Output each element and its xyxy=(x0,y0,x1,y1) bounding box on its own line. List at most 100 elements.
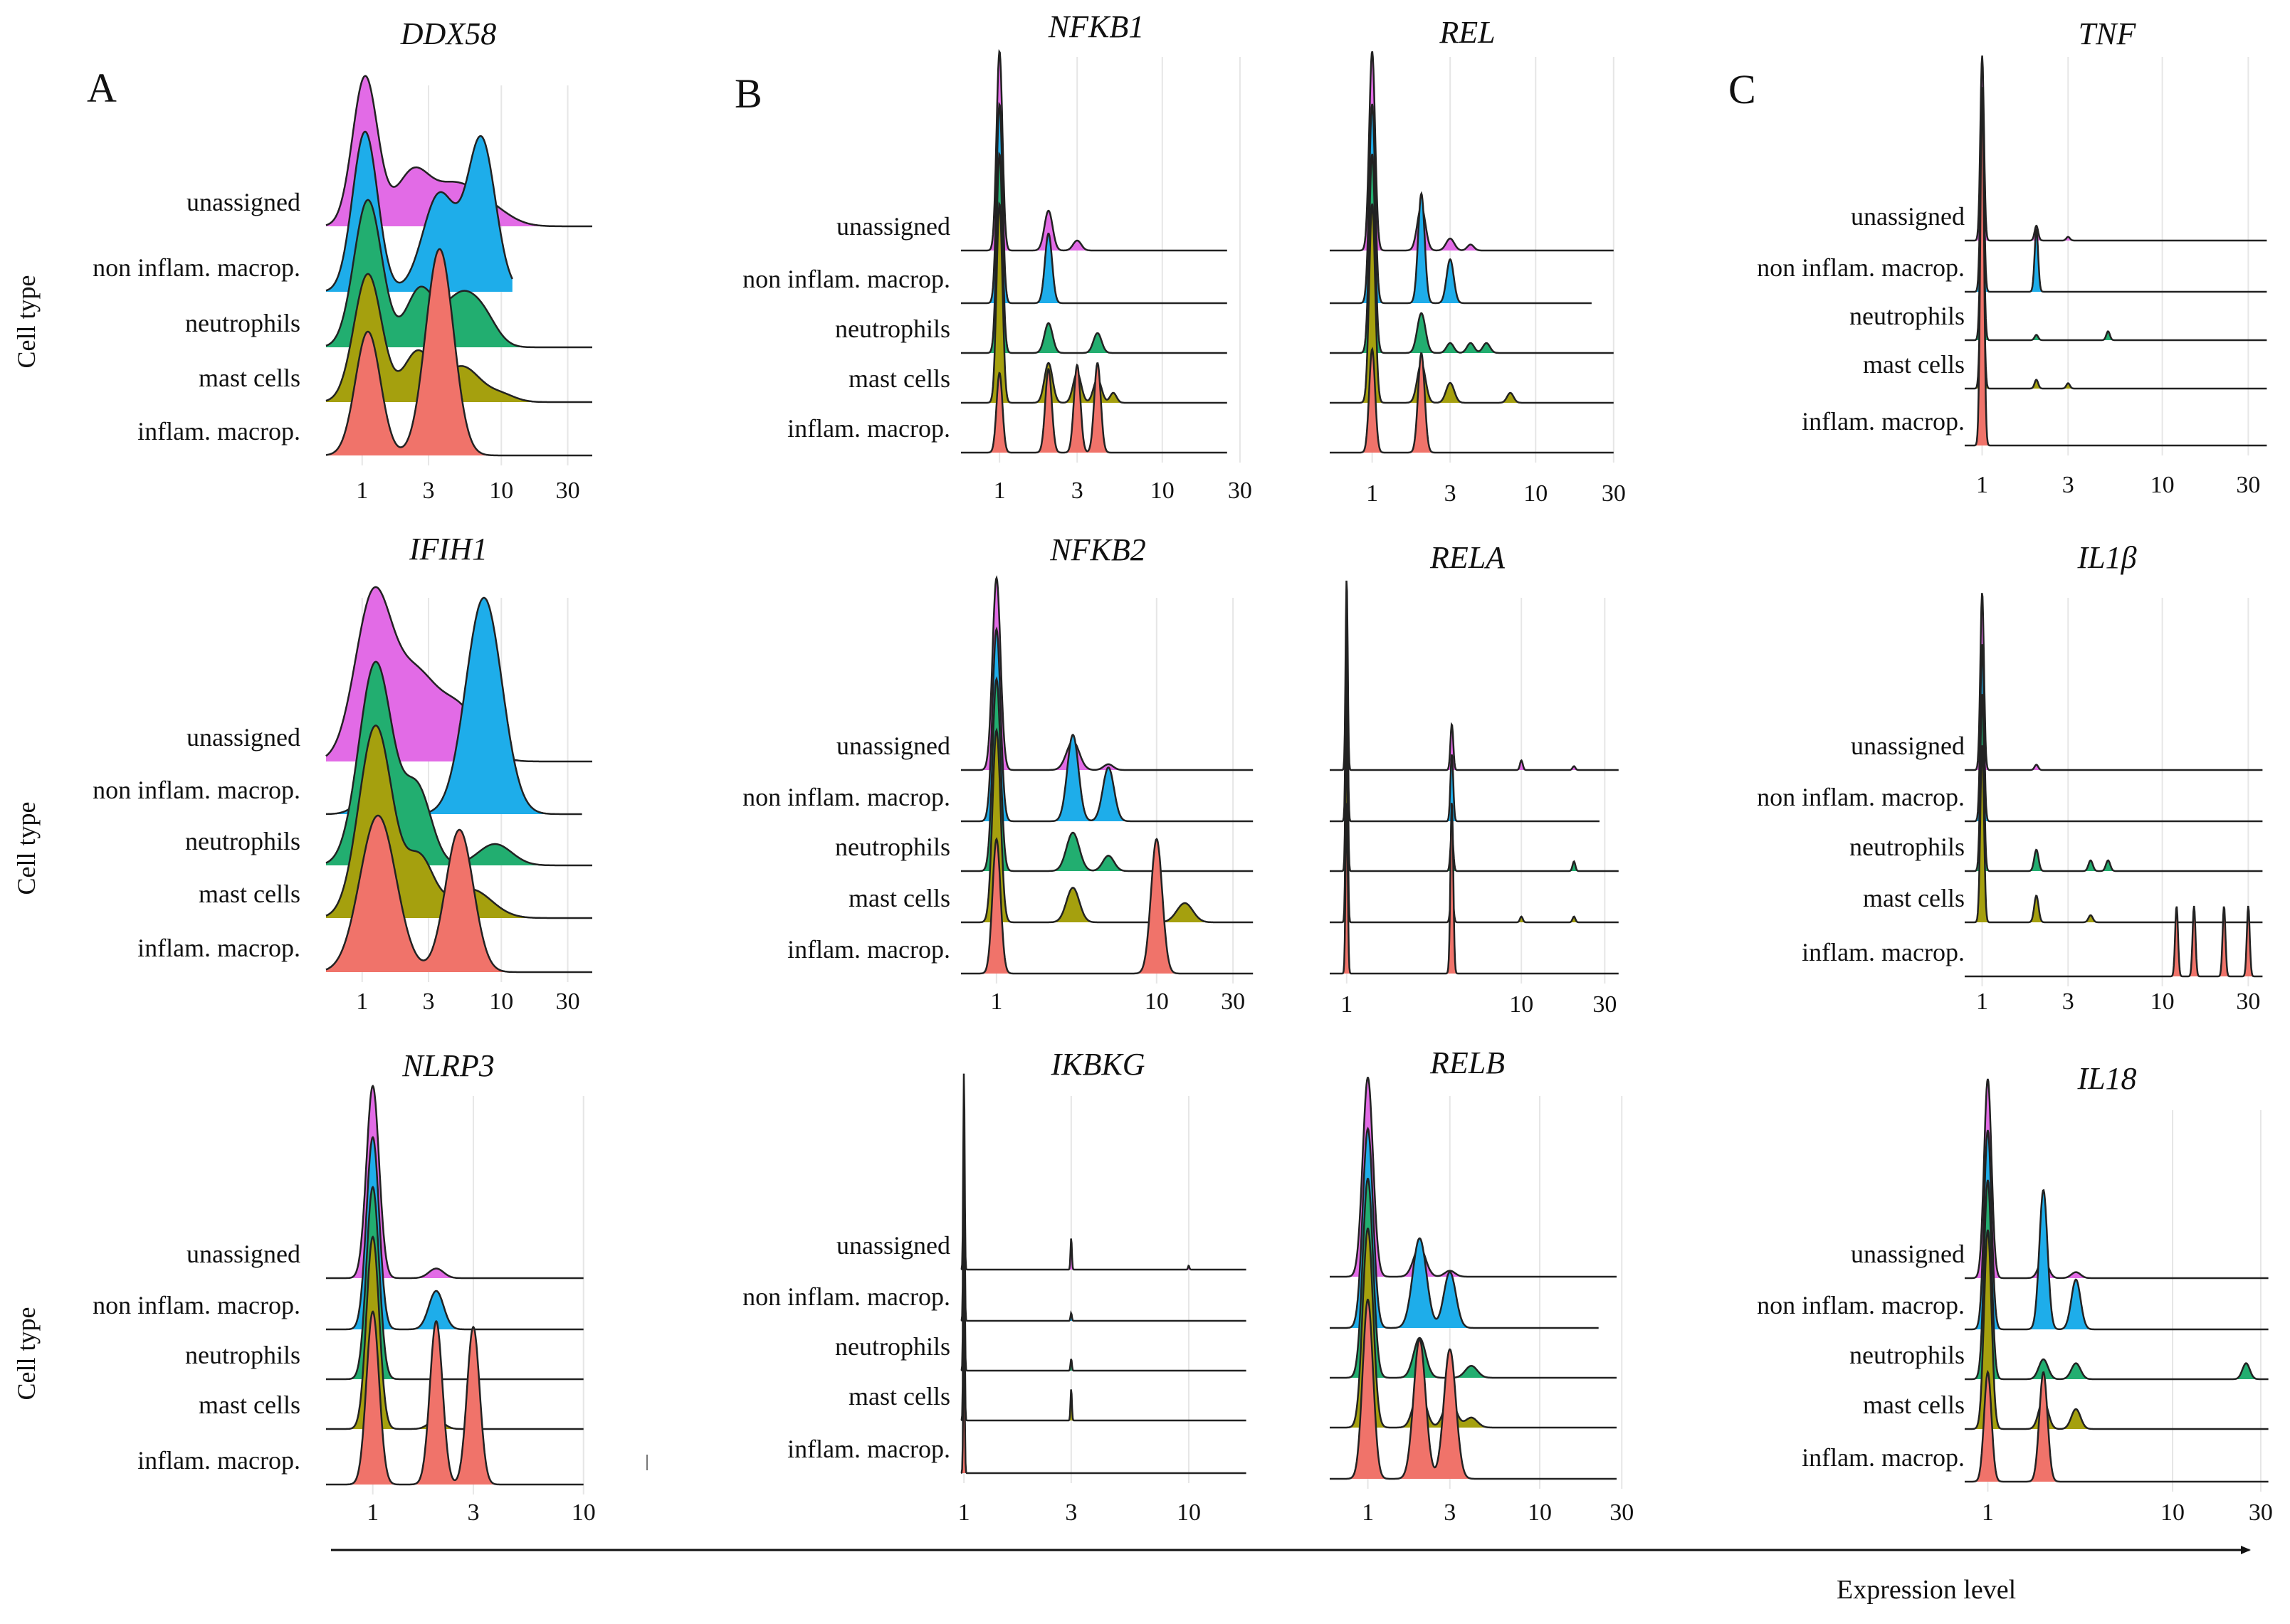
ridge-outline-neutrophils xyxy=(961,676,1254,872)
ridge-outline-mast-cells xyxy=(1965,745,2263,924)
tick-label-1: 1 xyxy=(1362,1499,1374,1526)
category-label-mast-cells: mast cells xyxy=(199,1391,300,1419)
category-label-mast-cells: mast cells xyxy=(1863,884,1965,912)
category-label-inflam-macrop: inflam. macrop. xyxy=(1802,938,1965,966)
category-label-neutrophils: neutrophils xyxy=(1849,302,1965,330)
ridge-outline-neutrophils xyxy=(1965,1179,2269,1381)
ridge-outline-non-inflam-macrop xyxy=(1965,1129,2269,1331)
ridge-outline-non-inflam-macrop xyxy=(961,626,1254,823)
tick-label-10: 10 xyxy=(2150,472,2175,498)
ridge-outline-unassigned xyxy=(1330,580,1619,771)
ridge-unassigned xyxy=(1330,580,1619,770)
category-label-non-inflam-macrop: non inflam. macrop. xyxy=(742,783,950,811)
ridge-neutrophils xyxy=(1965,162,2267,340)
ridge-outline-non-inflam-macrop xyxy=(326,1136,584,1331)
category-label-mast-cells: mast cells xyxy=(199,364,300,392)
ridge-outline-neutrophils xyxy=(1330,681,1619,872)
ridge-outline-unassigned xyxy=(961,48,1227,252)
chart-ifih1: unassigned non inflam. macrop. neutrophils… xyxy=(93,532,592,1015)
category-label-inflam-macrop: inflam. macrop. xyxy=(787,935,950,964)
ridge-mast-cells xyxy=(1965,211,2267,389)
ridge-outline-neutrophils xyxy=(1965,694,2263,872)
category-label-unassigned: unassigned xyxy=(836,212,950,241)
ridge-outline-non-inflam-macrop xyxy=(325,130,513,292)
ridge-outline-neutrophils xyxy=(1330,153,1614,354)
chart-rela: 1 10 30 RELA xyxy=(1330,540,1619,1018)
category-label-unassigned: unassigned xyxy=(1851,1240,1965,1268)
chart-title-rel: REL xyxy=(1439,15,1495,50)
chart-title-ddx58: DDX58 xyxy=(400,16,496,51)
ridge-inflam-macrop xyxy=(326,1312,584,1485)
category-label-mast-cells: mast cells xyxy=(199,880,300,908)
ridge-inflam-macrop xyxy=(961,1316,1246,1473)
ridge-outline-mast-cells xyxy=(326,1235,584,1430)
category-label-unassigned: unassigned xyxy=(187,1240,300,1268)
ridge-outline-neutrophils xyxy=(1965,162,2267,342)
tick-label-1: 1 xyxy=(994,478,1006,504)
ridge-outline-non-inflam-macrop xyxy=(961,101,1227,305)
ridge-outline-inflam-macrop xyxy=(325,248,592,457)
ridge-outline-inflam-macrop xyxy=(326,1310,584,1486)
chart-nfkb1: unassigned non inflam. macrop. neutrophils… xyxy=(742,9,1252,504)
ridge-outline-unassigned xyxy=(1330,1077,1617,1278)
ridge-mast-cells xyxy=(326,273,592,402)
ridge-outline-mast-cells xyxy=(1965,1229,2269,1430)
ridge-non-inflam-macrop xyxy=(1330,633,1600,821)
tick-label-10: 10 xyxy=(572,1499,596,1526)
tick-label-1: 1 xyxy=(367,1499,379,1526)
ridge-inflam-macrop xyxy=(326,249,592,455)
chart-title-ikbkg: IKBKG xyxy=(1051,1047,1145,1082)
ridge-outline-unassigned xyxy=(1330,51,1614,252)
ridge-inflam-macrop xyxy=(1330,349,1614,453)
ridge-outline-non-inflam-macrop xyxy=(1330,633,1600,823)
ridge-outline-neutrophils xyxy=(961,151,1227,354)
ridge-outline-unassigned xyxy=(960,1073,1246,1271)
chart-il18: unassigned non inflam. macrop. neutrophils… xyxy=(1757,1061,2273,1526)
tick-label-3: 3 xyxy=(2062,988,2074,1015)
category-label-unassigned: unassigned xyxy=(1851,732,1965,760)
ridge-outline-mast-cells xyxy=(960,1224,1246,1422)
tick-label-30: 30 xyxy=(1221,988,1245,1015)
ridge-outline-non-inflam-macrop xyxy=(1330,103,1592,305)
tick-label-10: 10 xyxy=(1177,1499,1201,1526)
category-label-unassigned: unassigned xyxy=(1851,202,1965,231)
ridge-outline-inflam-macrop xyxy=(1965,87,2267,447)
ridge-inflam-macrop xyxy=(1965,87,2267,446)
ridge-mast-cells xyxy=(1965,745,2263,922)
ridge-outline-inflam-macrop xyxy=(961,362,1227,454)
tick-label-10: 10 xyxy=(2160,1499,2185,1526)
ridge-outline-non-inflam-macrop xyxy=(1965,114,2267,293)
ridge-neutrophils xyxy=(961,1174,1246,1371)
category-label-inflam-macrop: inflam. macrop. xyxy=(1802,407,1965,436)
tick-label-1: 1 xyxy=(958,1499,970,1526)
ridge-non-inflam-macrop xyxy=(326,598,582,814)
ridge-unassigned xyxy=(1965,593,2263,770)
ridge-outline-mast-cells xyxy=(1330,203,1614,404)
chart-tnf: unassigned non inflam. macrop. neutrophils… xyxy=(1757,16,2267,498)
category-label-non-inflam-macrop: non inflam. macrop. xyxy=(93,776,300,804)
ridge-outline-inflam-macrop xyxy=(1330,803,1619,975)
ridge-outline-inflam-macrop xyxy=(1965,905,2263,978)
ridge-outline-non-inflam-macrop xyxy=(960,1124,1246,1322)
tick-label-3: 3 xyxy=(423,988,435,1015)
category-label-neutrophils: neutrophils xyxy=(1849,1341,1965,1369)
category-label-mast-cells: mast cells xyxy=(849,364,950,393)
category-label-neutrophils: neutrophils xyxy=(185,309,300,337)
tick-label-10: 10 xyxy=(1528,1499,1552,1526)
ridge-outline-neutrophils xyxy=(325,199,592,349)
ridge-non-inflam-macrop xyxy=(1965,1130,2269,1329)
category-label-neutrophils: neutrophils xyxy=(185,827,300,855)
chart-ddx58: unassigned non inflam. macrop. neutrophils… xyxy=(93,16,592,504)
ridge-unassigned xyxy=(1965,56,2267,241)
chart-title-il1: IL1β xyxy=(2076,540,2136,575)
tick-label-10: 10 xyxy=(1145,988,1169,1015)
ridge-outline-inflam-macrop xyxy=(325,814,592,974)
ridge-neutrophils xyxy=(1965,694,2263,871)
tick-label-1: 1 xyxy=(1340,991,1353,1018)
category-label-inflam-macrop: inflam. macrop. xyxy=(1802,1443,1965,1472)
ridge-unassigned xyxy=(326,75,592,226)
ridge-mast-cells xyxy=(961,1224,1246,1420)
panel-label-a: A xyxy=(87,65,117,111)
